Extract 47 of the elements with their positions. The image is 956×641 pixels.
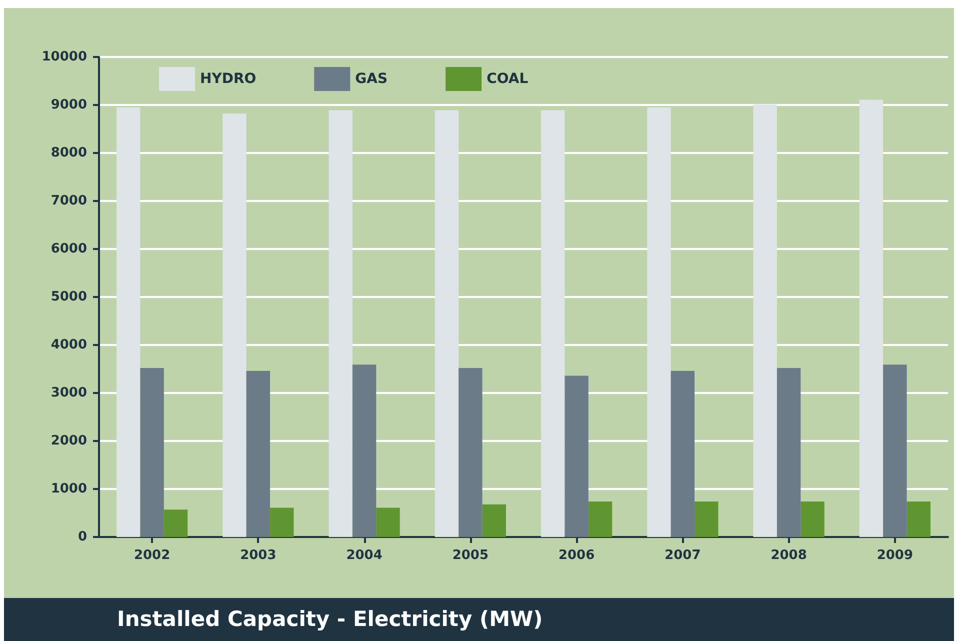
bar — [458, 368, 482, 537]
y-tick-label: 6000 — [50, 242, 87, 256]
bar — [753, 104, 777, 537]
bar — [670, 370, 695, 537]
legend-label: GAS — [355, 71, 388, 87]
x-tick-label: 2005 — [452, 548, 489, 563]
x-tick-label: 2009 — [876, 548, 914, 563]
y-tick-label: 0 — [78, 530, 87, 544]
bar — [541, 110, 565, 537]
bar — [694, 501, 718, 537]
bar — [776, 368, 801, 537]
bar — [222, 114, 246, 537]
bar — [328, 110, 352, 537]
y-tick-label: 9000 — [50, 98, 87, 112]
bar — [434, 110, 459, 537]
bar — [482, 504, 506, 537]
bar — [140, 368, 164, 537]
y-tick-label: 1000 — [50, 482, 87, 496]
y-tick-label: 7000 — [50, 194, 87, 208]
y-tick-label: 4000 — [50, 338, 87, 352]
legend-label: HYDRO — [200, 71, 256, 87]
bar — [564, 376, 588, 537]
legend-label: COAL — [486, 71, 528, 87]
y-tick-label: 3000 — [50, 386, 87, 400]
y-tick-label: 5000 — [50, 290, 87, 304]
bar — [647, 107, 671, 537]
bar — [800, 501, 824, 537]
bar — [352, 364, 376, 537]
bar — [246, 370, 270, 537]
text: Installed Capacity - Electricity (MW) — [4, 598, 954, 641]
bar — [164, 510, 188, 537]
y-tick-label: 8000 — [50, 146, 87, 160]
bar — [376, 508, 400, 537]
bar — [906, 501, 930, 537]
x-tick-label: 2008 — [770, 548, 807, 563]
x-tick-label: 2002 — [134, 548, 170, 563]
bar — [588, 501, 612, 537]
x-tick-label: 2003 — [240, 548, 276, 563]
bar — [116, 107, 140, 537]
x-tick-label: 2004 — [346, 548, 382, 563]
bar — [883, 364, 907, 537]
x-tick-label: 2006 — [558, 548, 595, 563]
bar — [859, 100, 884, 537]
x-tick-label: 2007 — [664, 548, 701, 563]
bar — [270, 508, 294, 537]
y-tick-label: 10000 — [42, 50, 87, 64]
y-tick-label: 2000 — [50, 434, 87, 448]
